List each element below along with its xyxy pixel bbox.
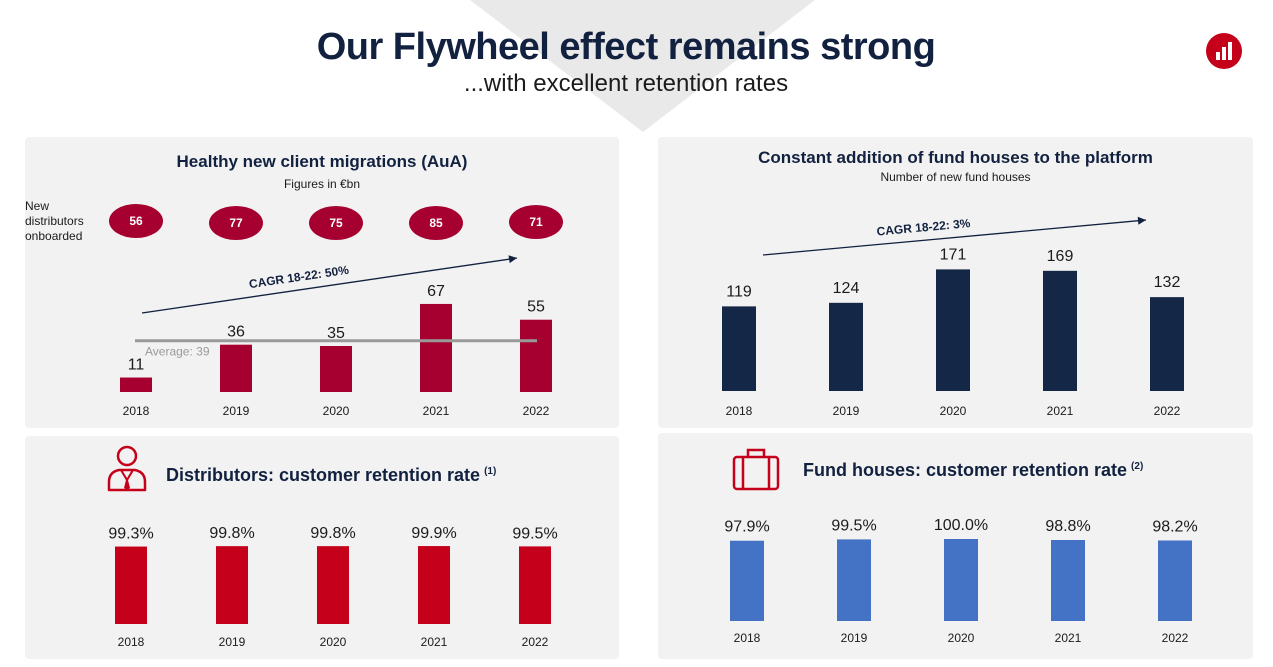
distributor-retention-title: Distributors: customer retention rate (1) xyxy=(166,465,497,485)
distributors-oval-2018 xyxy=(109,204,163,238)
category-label-2019: 2019 xyxy=(833,404,860,418)
fund-retention-title: Fund houses: customer retention rate (2) xyxy=(803,460,1144,480)
fundhouses-cagr-label: CAGR 18-22: 3% xyxy=(876,216,971,239)
value-label-2020: 171 xyxy=(940,246,967,263)
value-label-2018: 11 xyxy=(128,357,145,374)
fund-retention-chart: 97.9% 2018 99.5% 2019 100.0% 2020 98.8% 2021 98.… xyxy=(724,517,1197,645)
bar-2022 xyxy=(1158,540,1192,621)
distributors-count-2022: 71 xyxy=(529,215,543,229)
value-label-2022: 132 xyxy=(1154,274,1181,291)
distributors-onboarded-label: New distributors onboarded xyxy=(25,199,84,243)
value-label-2020: 100.0% xyxy=(934,517,988,534)
distributors-oval-2021 xyxy=(409,206,463,240)
migrations-cagr-arrow xyxy=(141,257,518,314)
bar-2022 xyxy=(1150,297,1184,391)
category-label-2020: 2020 xyxy=(320,635,347,649)
bar-2019 xyxy=(216,546,248,624)
category-label-2019: 2019 xyxy=(223,404,250,418)
category-label-2022: 2022 xyxy=(1162,631,1189,645)
value-label-2022: 55 xyxy=(527,299,545,316)
bar-2021 xyxy=(1051,539,1085,621)
bar-2019 xyxy=(829,302,863,391)
bar-2020 xyxy=(320,346,352,392)
value-label-2019: 124 xyxy=(833,280,860,297)
distributors-oval-2019 xyxy=(209,206,263,240)
page-subtitle: ...with excellent retention rates xyxy=(463,70,789,97)
category-label-2020: 2020 xyxy=(323,404,350,418)
fundhouses-panel: Constant addition of fund houses to the … xyxy=(658,137,1253,428)
value-label-2021: 98.8% xyxy=(1045,518,1090,535)
bar-2020 xyxy=(936,269,970,391)
category-label-2022: 2022 xyxy=(523,404,550,418)
average-label: Average: 39 xyxy=(145,345,210,359)
bar-2018 xyxy=(115,546,147,624)
category-label-2018: 2018 xyxy=(123,404,150,418)
distributor-retention-chart: 99.3% 2018 99.8% 2019 99.8% 2020 99.9% 2021 99.5… xyxy=(108,525,557,649)
bar-2021 xyxy=(418,546,450,624)
bar-2022 xyxy=(520,319,552,392)
category-label-2021: 2021 xyxy=(421,635,448,649)
category-label-2019: 2019 xyxy=(219,635,246,649)
bar-2020 xyxy=(317,546,349,624)
category-label-2019: 2019 xyxy=(841,631,868,645)
brand-logo-icon xyxy=(1206,33,1242,69)
bar-2020 xyxy=(944,539,978,621)
fundhouses-chart: 119 2018 124 2019 171 2020 169 2021 132 2022 CAGR … xyxy=(722,216,1184,418)
value-label-2018: 119 xyxy=(726,283,752,300)
bar-2018 xyxy=(120,377,152,392)
distributor-retention-panel: Distributors: customer retention rate (1)… xyxy=(25,436,619,659)
value-label-2018: 99.3% xyxy=(108,526,153,543)
category-label-2020: 2020 xyxy=(948,631,975,645)
category-label-2018: 2018 xyxy=(118,635,145,649)
background-chevron xyxy=(470,0,815,132)
category-label-2022: 2022 xyxy=(522,635,549,649)
bar-2019 xyxy=(837,539,871,621)
migrations-cagr-arrowhead xyxy=(508,255,517,264)
value-label-2019: 99.5% xyxy=(831,517,876,534)
value-label-2022: 99.5% xyxy=(512,525,557,542)
fundhouses-title: Constant addition of fund houses to the … xyxy=(758,148,1153,167)
migrations-chart: 11 2018 36 2019 35 2020 67 2021 55 2022 Average: 3… xyxy=(109,204,563,418)
category-label-2018: 2018 xyxy=(734,631,761,645)
value-label-2019: 99.8% xyxy=(209,525,254,542)
distributors-count-2020: 75 xyxy=(329,216,343,230)
value-label-2022: 98.2% xyxy=(1152,518,1197,535)
value-label-2020: 35 xyxy=(327,325,345,342)
migrations-cagr-label: CAGR 18-22: 50% xyxy=(248,263,350,292)
fund-retention-footnote: (2) xyxy=(1131,461,1144,472)
fund-retention-panel: Fund houses: customer retention rate (2) … xyxy=(658,433,1253,659)
category-label-2021: 2021 xyxy=(423,404,450,418)
distributor-retention-footnote: (1) xyxy=(484,466,497,477)
bar-2021 xyxy=(1043,270,1077,391)
migrations-title: Healthy new client migrations (AuA) xyxy=(176,152,468,171)
page-title: Our Flywheel effect remains strong xyxy=(316,26,936,68)
fundhouses-subtitle: Number of new fund houses xyxy=(880,170,1031,184)
category-label-2021: 2021 xyxy=(1055,631,1082,645)
fundhouses-cagr-arrowhead xyxy=(1137,216,1146,225)
migrations-subtitle: Figures in €bn xyxy=(283,177,361,191)
fundhouses-cagr-arrow xyxy=(762,219,1147,256)
value-label-2019: 36 xyxy=(227,324,245,341)
bar-2018 xyxy=(722,306,756,391)
distributors-oval-2020 xyxy=(309,206,363,240)
value-label-2021: 67 xyxy=(427,283,445,300)
migrations-panel: Healthy new client migrations (AuA) Figu… xyxy=(25,137,619,428)
distributors-count-2018: 56 xyxy=(129,214,143,228)
bar-2018 xyxy=(730,540,764,621)
category-label-2018: 2018 xyxy=(726,404,753,418)
bar-2021 xyxy=(420,303,452,392)
category-label-2021: 2021 xyxy=(1047,404,1074,418)
value-label-2021: 169 xyxy=(1047,248,1074,265)
value-label-2018: 97.9% xyxy=(724,519,769,536)
value-label-2020: 99.8% xyxy=(310,525,355,542)
bar-2022 xyxy=(519,546,551,624)
distributors-count-2019: 77 xyxy=(229,216,243,230)
value-label-2021: 99.9% xyxy=(411,525,456,542)
category-label-2022: 2022 xyxy=(1154,404,1181,418)
distributors-oval-2022 xyxy=(509,205,563,239)
category-label-2020: 2020 xyxy=(940,404,967,418)
bar-2019 xyxy=(220,344,252,392)
distributors-count-2021: 85 xyxy=(429,216,443,230)
